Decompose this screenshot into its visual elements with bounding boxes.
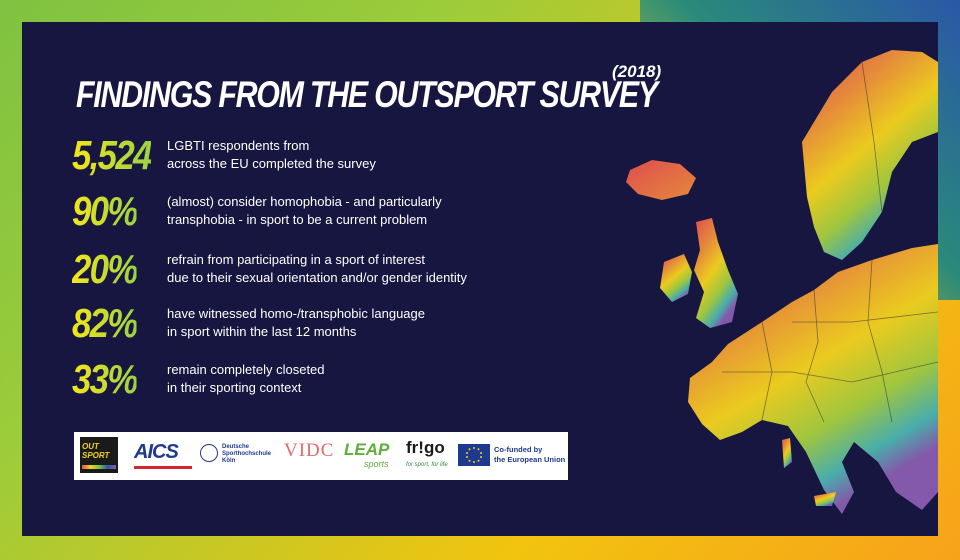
scandinavia-shape <box>802 50 938 260</box>
aics-logo: AICS <box>134 432 192 480</box>
country-borders <box>722 61 938 423</box>
content-panel: FINDINGS FROM THE OUTSPORT SURVEY (2018)… <box>22 22 938 536</box>
stat-value: 82% <box>72 300 138 346</box>
stat-item-closeted: 33% remain completely closeted in their … <box>72 354 592 404</box>
stat-value: 5,524 <box>72 132 152 178</box>
eu-flag-icon <box>458 444 490 466</box>
outsport-logo: OUT SPORT <box>80 432 118 480</box>
stat-value: 33% <box>72 356 138 402</box>
leap-sports-logo: LEAP sports <box>344 440 390 469</box>
stat-item-refrain: 20% refrain from participating in a spor… <box>72 244 592 294</box>
stat-description: LGBTI respondents from across the EU com… <box>167 138 376 171</box>
stat-description: (almost) consider homophobia - and parti… <box>167 194 442 227</box>
frigo-logo: fr!go for sport, for life <box>406 438 448 468</box>
stat-value: 20% <box>72 246 138 292</box>
dshs-logo: Deutsche Sporthochschule Köln <box>200 432 280 480</box>
ireland-shape <box>660 254 692 302</box>
mainland-europe-shape <box>688 244 938 514</box>
stat-description: refrain from participating in a sport of… <box>167 252 467 285</box>
partner-logos-bar: OUT SPORT AICS Deutsche Sporthochschule … <box>74 432 568 480</box>
vidc-logo: VIDC <box>284 440 335 461</box>
iceland-shape <box>626 160 696 200</box>
eu-cofunded-logo: Co-funded by the European Union <box>458 432 566 480</box>
survey-year: (2018) <box>612 62 662 81</box>
page-title: FINDINGS FROM THE OUTSPORT SURVEY <box>76 74 658 115</box>
stat-item-witnessed: 82% have witnessed homo-/transphobic lan… <box>72 298 592 348</box>
britain-shape <box>694 218 738 328</box>
stat-description: remain completely closeted in their spor… <box>167 362 325 395</box>
stat-item-respondents: 5,524 LGBTI respondents from across the … <box>72 130 592 180</box>
europe-map <box>626 50 938 514</box>
islands-shape <box>782 438 792 468</box>
stat-value: 90% <box>72 188 138 234</box>
stat-item-homophobia: 90% (almost) consider homophobia - and p… <box>72 186 592 236</box>
stat-description: have witnessed homo-/transphobic languag… <box>167 306 426 339</box>
sicily-shape <box>814 492 836 506</box>
